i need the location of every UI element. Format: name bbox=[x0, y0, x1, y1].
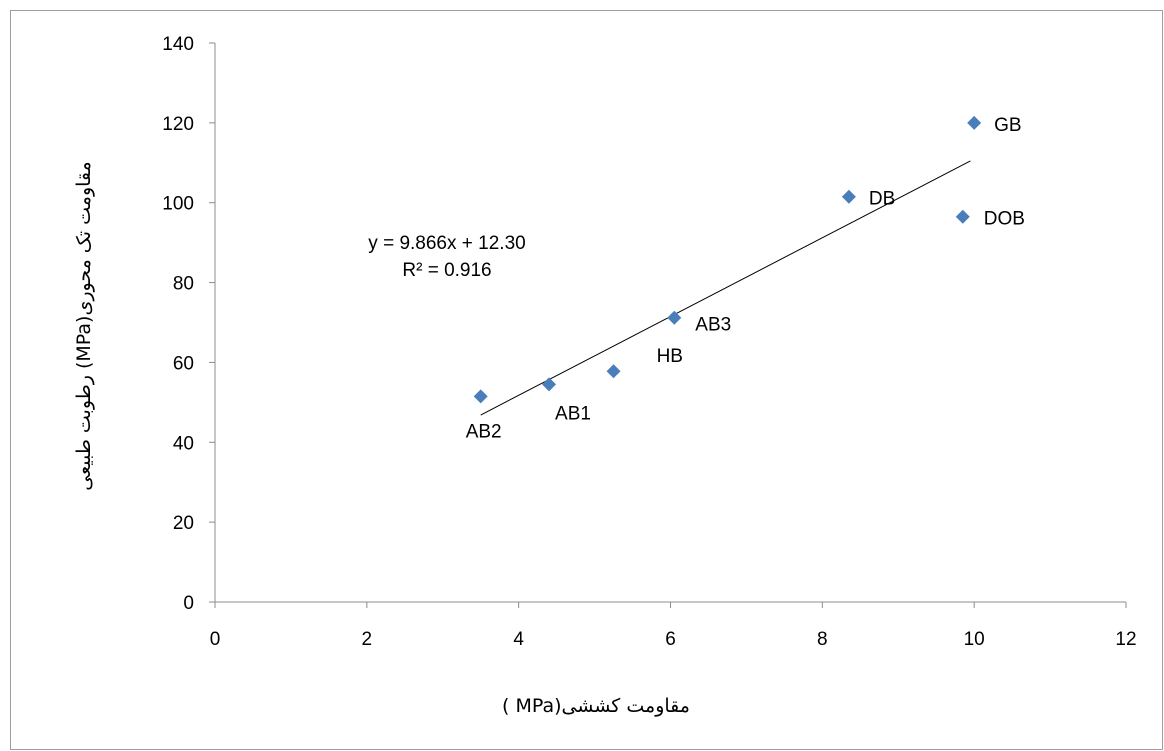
data-point-hb bbox=[606, 364, 621, 379]
y-tick-label: 60 bbox=[173, 353, 194, 374]
x-axis-title: مقاومت کششی(MPa ) bbox=[502, 695, 690, 717]
data-points bbox=[473, 115, 982, 404]
chart-frame bbox=[10, 10, 1163, 750]
x-tick-label: 2 bbox=[362, 629, 373, 650]
point-label-hb: HB bbox=[657, 346, 683, 367]
data-point-ab3 bbox=[667, 310, 682, 325]
x-tick-label: 4 bbox=[513, 629, 524, 650]
data-point-ab2 bbox=[473, 389, 488, 404]
point-label-ab2: AB2 bbox=[466, 421, 502, 442]
point-label-dob: DOB bbox=[984, 209, 1025, 230]
point-label-ab3: AB3 bbox=[695, 315, 731, 336]
trendline-r-squared: R² = 0.916 bbox=[402, 260, 491, 281]
y-axis-title: مقاومت تک محوری(MPa) رطوبت طبیعی bbox=[73, 161, 95, 490]
y-tick-label: 120 bbox=[162, 114, 194, 135]
x-tick-label: 6 bbox=[665, 629, 676, 650]
data-point-dob bbox=[955, 209, 970, 224]
x-tick-label: 12 bbox=[1115, 629, 1136, 650]
y-tick-label: 0 bbox=[183, 593, 194, 614]
y-tick-label: 80 bbox=[173, 274, 194, 295]
data-point-gb bbox=[967, 115, 982, 130]
y-tick-label: 140 bbox=[162, 34, 194, 55]
y-tick-label: 100 bbox=[162, 194, 194, 215]
data-point-db bbox=[841, 189, 856, 204]
y-tick-label: 40 bbox=[173, 433, 194, 454]
x-tick-label: 8 bbox=[817, 629, 828, 650]
x-tick-label: 10 bbox=[964, 629, 985, 650]
data-point-ab1 bbox=[542, 377, 557, 392]
point-label-gb: GB bbox=[994, 115, 1021, 136]
y-ticks: 0 20 40 60 80 100 120 140 bbox=[162, 34, 215, 614]
x-ticks: 0 2 4 6 8 10 12 bbox=[210, 602, 1137, 650]
trendline bbox=[480, 160, 971, 416]
axes bbox=[214, 43, 1126, 603]
y-tick-label: 20 bbox=[173, 513, 194, 534]
trendline-equation: y = 9.866x + 12.30 bbox=[368, 233, 525, 254]
x-tick-label: 0 bbox=[210, 629, 221, 650]
point-labels: AB2 AB1 HB AB3 DB DOB GB bbox=[466, 115, 1025, 443]
point-label-db: DB bbox=[869, 189, 895, 210]
point-label-ab1: AB1 bbox=[555, 403, 591, 424]
